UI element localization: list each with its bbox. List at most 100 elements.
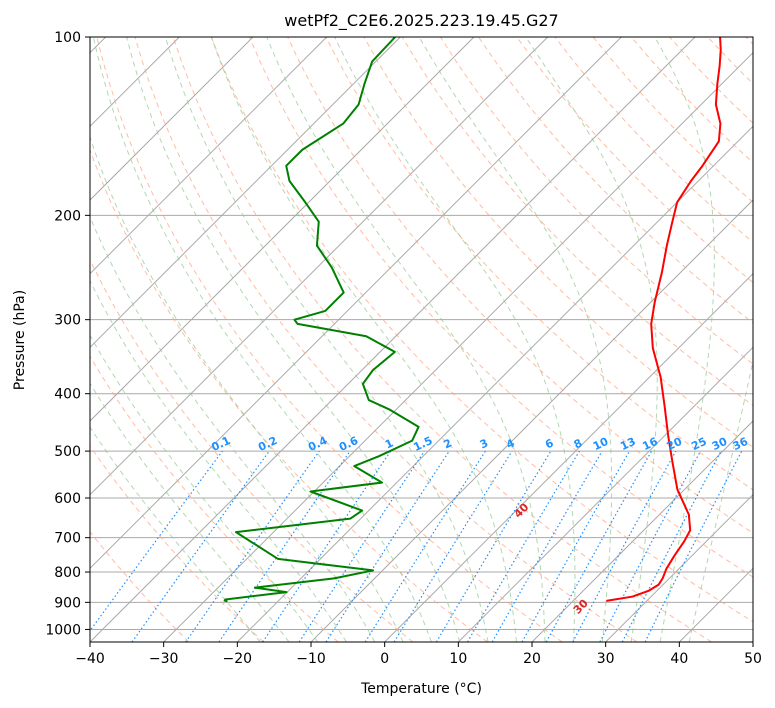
- mixing-ratio-label: 6: [543, 436, 556, 451]
- mixing-ratio-line: [644, 450, 743, 642]
- x-tick-label: 20: [523, 651, 541, 667]
- mixing-ratio-label: 2: [442, 436, 454, 451]
- dry-adiabat-line: [172, 37, 712, 642]
- dry-adiabat-label: 40: [511, 500, 531, 520]
- moist-adiabat-line: [688, 358, 753, 642]
- plot-frame: [89, 36, 754, 643]
- mixing-ratio-line: [435, 450, 552, 642]
- isotherm-line: [678, 567, 753, 642]
- dry-adiabat-line: [401, 37, 753, 406]
- isotherm-line: [90, 37, 328, 275]
- mixing-ratio-label: 16: [640, 435, 660, 453]
- isotherm-line: [90, 37, 401, 349]
- dry-adiabat-line: [516, 37, 753, 284]
- x-axis-label: Temperature (°C): [360, 681, 482, 697]
- isotherm-line: [90, 37, 622, 570]
- isotherm-line: [236, 125, 753, 642]
- moist-adiabat-line: [525, 37, 658, 642]
- moist-adiabat-line: [90, 215, 376, 642]
- isotherm-line: [90, 37, 549, 496]
- dry-adiabat-line: [90, 258, 414, 642]
- y-tick-label: 1000: [45, 622, 81, 638]
- dry-adiabat-line: [90, 531, 190, 642]
- mixing-ratio-line: [393, 450, 513, 642]
- y-tick-label: 400: [54, 387, 81, 403]
- dry-adiabat-line: [669, 37, 753, 124]
- y-tick-label: 700: [54, 531, 81, 547]
- x-tick-label: 40: [670, 651, 688, 667]
- mixing-ratio-line: [521, 450, 631, 642]
- x-tick-label: 30: [597, 651, 615, 667]
- isotherm-line: [90, 37, 254, 201]
- mixing-ratio-label: 20: [665, 435, 685, 453]
- mixing-ratio-label: 13: [618, 435, 637, 453]
- mixing-ratio-line: [131, 450, 270, 642]
- isotherm-line: [163, 51, 753, 642]
- moist-adiabat-line: [334, 37, 576, 642]
- mixing-ratio-line: [325, 450, 450, 642]
- mixing-ratio-line: [262, 450, 392, 642]
- isotherm-line: [90, 37, 475, 422]
- dry-adiabat-line: [554, 37, 753, 243]
- moist-adiabat-line: [164, 37, 489, 642]
- mixing-ratio-line: [545, 450, 653, 642]
- background-lines: [90, 37, 753, 642]
- mixing-ratio-line: [298, 450, 425, 642]
- dry-adiabat-line: [96, 37, 563, 642]
- series-layer: [223, 37, 722, 603]
- dry-adiabat-line: [707, 37, 753, 85]
- moist-adiabat-line: [90, 135, 404, 642]
- x-tick-label: 50: [744, 651, 762, 667]
- x-tick-label: 10: [449, 651, 467, 667]
- mixing-ratio-label: 30: [710, 435, 730, 453]
- isotherm-line: [531, 420, 753, 642]
- y-tick-label: 600: [54, 491, 81, 507]
- mixing-ratio-label: 4: [504, 436, 517, 451]
- moist-adiabat-line: [210, 37, 517, 642]
- moist-adiabat-line: [266, 37, 546, 642]
- mixing-ratio-line: [218, 450, 351, 642]
- moist-adiabat-line: [90, 334, 319, 642]
- isotherm-line: [457, 346, 753, 642]
- mixing-ratio-label: 25: [689, 435, 708, 453]
- dry-adiabat-line: [287, 37, 753, 534]
- mixing-ratio-line: [572, 450, 677, 642]
- isotherm-line: [605, 493, 753, 642]
- y-axis-label: Pressure (hPa): [12, 290, 28, 390]
- x-tick-label: 0: [380, 651, 389, 667]
- y-tick-label: 300: [54, 313, 81, 329]
- isotherm-line: [310, 199, 753, 642]
- mixing-ratio-label: 10: [591, 435, 611, 453]
- temperature-profile-line: [606, 37, 722, 602]
- axes-layer: −40 −30 −20 −10 0 10 20 30 40 50 100 200 300 400 500 60…: [45, 30, 762, 667]
- mixing-ratio-line: [185, 450, 320, 642]
- y-tick-label: 900: [54, 595, 81, 611]
- dry-adiabat-line: [249, 37, 753, 578]
- x-tick-label: −20: [223, 651, 253, 667]
- isotherm-line: [752, 641, 753, 642]
- x-tick-label: −30: [149, 651, 179, 667]
- mixing-ratio-label: 3: [478, 436, 490, 451]
- dewpoint-profile-line: [223, 37, 420, 603]
- chart-title: wetPf2_C2E6.2025.223.19.45.G27: [284, 11, 558, 31]
- moist-adiabat-line: [418, 37, 613, 642]
- y-tick-label: 100: [54, 30, 81, 46]
- y-tick-label: 200: [54, 208, 81, 224]
- mixing-ratio-label: 36: [731, 435, 751, 453]
- y-tick-label: 800: [54, 565, 81, 581]
- dry-adiabat-line: [90, 148, 488, 642]
- isotherm-line: [90, 37, 696, 642]
- moist-adiabat-line: [90, 426, 261, 642]
- moist-adiabat-line: [654, 37, 715, 642]
- dry-adiabat-line: [592, 37, 753, 203]
- dry-adiabat-line: [745, 37, 753, 45]
- dry-adiabat-line: [90, 355, 339, 642]
- x-tick-label: −40: [75, 651, 105, 667]
- isotherm-line: [384, 272, 753, 642]
- moist-adiabat-line: [92, 37, 432, 642]
- dry-adiabat-line: [210, 37, 753, 623]
- dry-adiabat-line: [439, 37, 753, 365]
- dry-adiabat-line: [90, 445, 264, 642]
- moist-adiabat-line: [126, 37, 461, 642]
